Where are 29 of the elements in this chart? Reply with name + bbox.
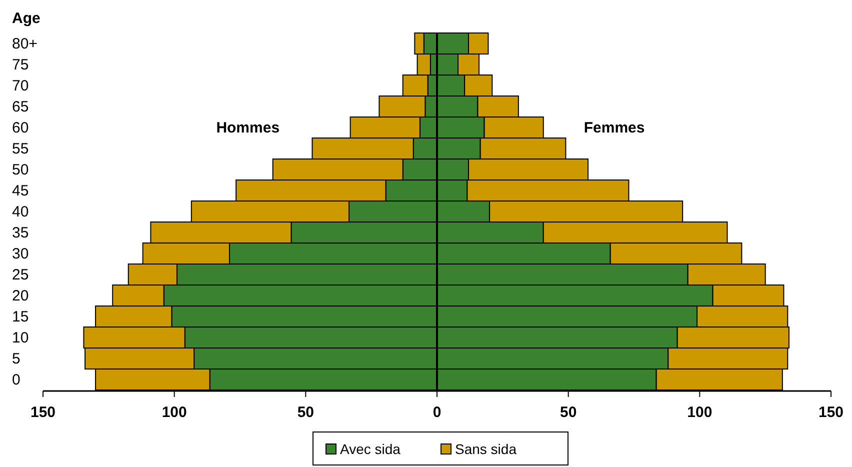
y-tick-label: 30 [12, 246, 29, 262]
y-tick-label: 35 [12, 224, 29, 242]
legend-label: Sans sida [455, 441, 517, 457]
x-tick-label: 150 [30, 404, 56, 421]
x-tick-label: 100 [687, 404, 712, 421]
y-tick-label: 45 [12, 182, 29, 200]
y-tick-label: 40 [12, 204, 29, 220]
y-tick-label: 75 [12, 56, 29, 74]
x-tick-label: 100 [162, 404, 187, 421]
y-tick-label: 55 [12, 140, 29, 158]
legend-label: Avec sida [340, 441, 401, 457]
y-tick-label: 20 [12, 288, 29, 304]
y-tick-label: 80+ [12, 36, 38, 52]
annotation: Femmes [584, 120, 645, 136]
y-tick-label: 60 [12, 120, 29, 136]
y-tick-label: 65 [12, 98, 29, 116]
y-tick-label: 5 [12, 350, 20, 368]
x-tick-label: 50 [560, 404, 577, 421]
y-tick-label: 0 [12, 372, 20, 388]
y-tick-label: 50 [12, 162, 29, 178]
x-tick-label: 50 [297, 404, 314, 421]
x-tick-label: 150 [818, 404, 844, 421]
y-tick-label: 70 [12, 78, 29, 94]
x-tick-label: 0 [432, 404, 442, 421]
y-tick-label: 15 [12, 308, 29, 326]
y-tick-label: 10 [12, 330, 29, 346]
y-tick-label: 25 [12, 266, 29, 284]
y-axis-title: Age [12, 10, 40, 27]
annotation: Hommes [216, 120, 280, 136]
